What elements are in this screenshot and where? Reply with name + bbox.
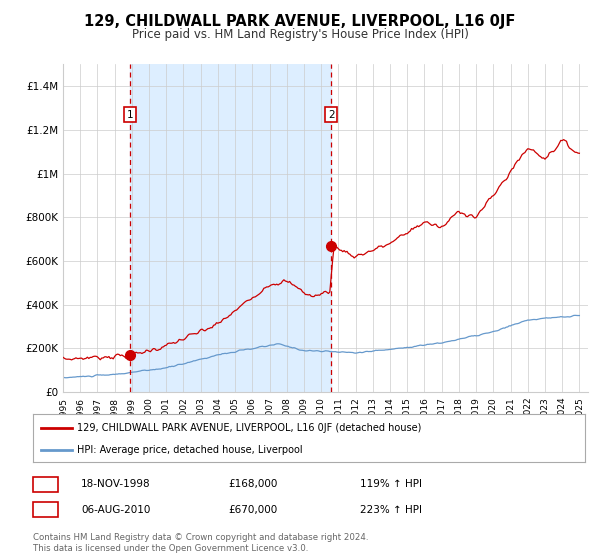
Bar [130,64,331,392]
Text: 119% ↑ HPI: 119% ↑ HPI [360,479,422,489]
Text: Contains HM Land Registry data © Crown copyright and database right 2024.
This d: Contains HM Land Registry data © Crown c… [33,533,368,553]
Text: 223% ↑ HPI: 223% ↑ HPI [360,505,422,515]
Text: 18-NOV-1998: 18-NOV-1998 [81,479,151,489]
Text: HPI: Average price, detached house, Liverpool: HPI: Average price, detached house, Live… [77,445,303,455]
Text: 2: 2 [42,505,49,515]
Text: 129, CHILDWALL PARK AVENUE, LIVERPOOL, L16 0JF: 129, CHILDWALL PARK AVENUE, LIVERPOOL, L… [85,14,515,29]
Text: Price paid vs. HM Land Registry's House Price Index (HPI): Price paid vs. HM Land Registry's House … [131,28,469,41]
Text: 1: 1 [127,110,133,120]
Text: 2: 2 [328,110,334,120]
Text: 129, CHILDWALL PARK AVENUE, LIVERPOOL, L16 0JF (detached house): 129, CHILDWALL PARK AVENUE, LIVERPOOL, L… [77,423,422,433]
Text: £168,000: £168,000 [228,479,277,489]
Text: £670,000: £670,000 [228,505,277,515]
Text: 1: 1 [42,479,49,489]
Text: 06-AUG-2010: 06-AUG-2010 [81,505,151,515]
